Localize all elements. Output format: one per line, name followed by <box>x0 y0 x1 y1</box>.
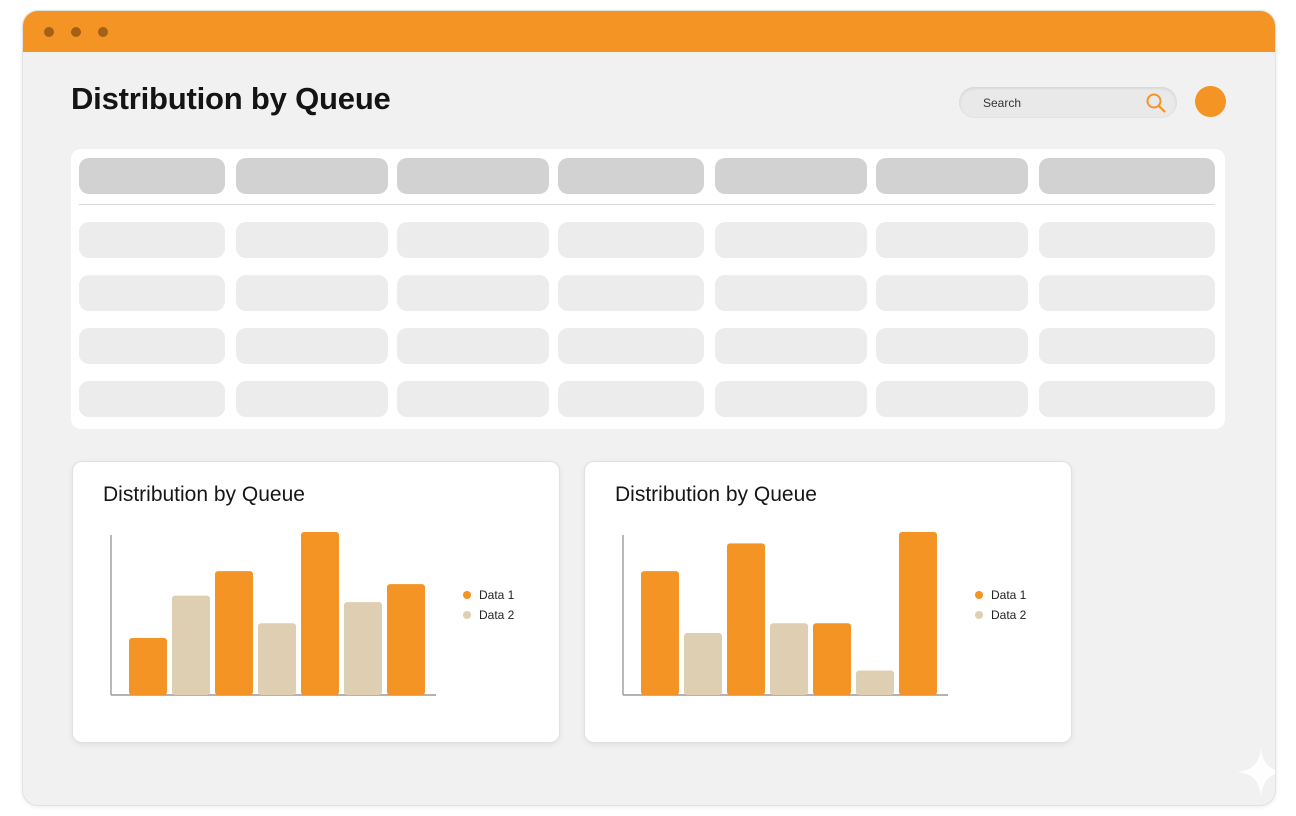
table-cell <box>397 222 549 258</box>
window-dot-minimize[interactable] <box>71 27 81 37</box>
bar-data-1-5[interactable] <box>813 623 851 695</box>
table-header-cell <box>236 158 388 194</box>
table-header-cell <box>876 158 1028 194</box>
table-cell <box>1039 381 1215 417</box>
legend-swatch-data-1 <box>975 591 983 599</box>
table-cell <box>79 328 225 364</box>
chart-legend: Data 1 Data 2 <box>975 585 1026 625</box>
table-header-cell <box>79 158 225 194</box>
table-header-cell <box>1039 158 1215 194</box>
table-cell <box>558 275 704 311</box>
legend-item-data-2: Data 2 <box>975 605 1026 625</box>
legend-swatch-data-2 <box>975 611 983 619</box>
legend-item-data-1: Data 1 <box>975 585 1026 605</box>
sparkle-icon <box>1237 748 1275 796</box>
table-cell <box>79 381 225 417</box>
search-bar[interactable] <box>959 87 1177 118</box>
bar-chart <box>622 532 948 696</box>
search-icon[interactable] <box>1145 92 1167 114</box>
window-dot-maximize[interactable] <box>98 27 108 37</box>
window-dot-close[interactable] <box>44 27 54 37</box>
chart-card-1: Distribution by Queue Data 1 Data 2 <box>72 461 560 743</box>
bar-data-1-3[interactable] <box>215 571 253 695</box>
table-header-cell <box>397 158 549 194</box>
table-cell <box>715 275 867 311</box>
bar-data-1-1[interactable] <box>641 571 679 695</box>
legend-swatch-data-1 <box>463 591 471 599</box>
bar-data-1-7[interactable] <box>899 532 937 695</box>
table-cell <box>876 275 1028 311</box>
avatar[interactable] <box>1195 86 1226 117</box>
legend-label: Data 1 <box>479 588 515 602</box>
table-cell <box>558 328 704 364</box>
legend-label: Data 2 <box>479 608 515 622</box>
table-cell <box>1039 328 1215 364</box>
app-window: Distribution by Queue Distribution by Qu… <box>22 10 1276 806</box>
bar-data-1-5[interactable] <box>301 532 339 695</box>
table-cell <box>236 328 388 364</box>
legend-swatch-data-2 <box>463 611 471 619</box>
table-cell <box>715 381 867 417</box>
window-titlebar <box>23 11 1275 52</box>
bar-data-1-7[interactable] <box>387 584 425 695</box>
bar-data-1-1[interactable] <box>129 637 167 695</box>
table-header-cell <box>558 158 704 194</box>
table-cell <box>876 328 1028 364</box>
bar-data-2-2[interactable] <box>684 633 722 695</box>
table-cell <box>397 275 549 311</box>
page-title: Distribution by Queue <box>71 81 391 116</box>
chart-legend: Data 1 Data 2 <box>463 585 514 625</box>
table-cell <box>397 328 549 364</box>
table-cell <box>715 328 867 364</box>
legend-item-data-1: Data 1 <box>463 585 514 605</box>
table-cell <box>397 381 549 417</box>
chart-card-2: Distribution by Queue Data 1 Data 2 <box>584 461 1072 743</box>
table-cell <box>79 275 225 311</box>
table-cell <box>558 222 704 258</box>
bar-data-1-3[interactable] <box>727 543 765 695</box>
table-cell <box>236 275 388 311</box>
table-header-divider <box>79 204 1215 205</box>
table-cell <box>79 222 225 258</box>
table-cell <box>236 222 388 258</box>
legend-label: Data 1 <box>991 588 1027 602</box>
bar-chart <box>110 532 436 696</box>
table-cell <box>876 222 1028 258</box>
legend-item-data-2: Data 2 <box>463 605 514 625</box>
bar-data-2-6[interactable] <box>856 670 894 695</box>
chart-title: Distribution by Queue <box>615 483 817 506</box>
bar-data-2-6[interactable] <box>344 602 382 695</box>
data-table <box>71 149 1225 429</box>
table-cell <box>1039 275 1215 311</box>
table-header-cell <box>715 158 867 194</box>
chart-title: Distribution by Queue <box>103 483 305 506</box>
table-cell <box>236 381 388 417</box>
table-cell <box>876 381 1028 417</box>
table-cell <box>715 222 867 258</box>
table-cell <box>1039 222 1215 258</box>
bar-data-2-4[interactable] <box>770 623 808 695</box>
legend-label: Data 2 <box>991 608 1027 622</box>
bar-data-2-2[interactable] <box>172 595 210 695</box>
table-cell <box>558 381 704 417</box>
bar-data-2-4[interactable] <box>258 623 296 695</box>
search-input[interactable] <box>981 91 1135 115</box>
